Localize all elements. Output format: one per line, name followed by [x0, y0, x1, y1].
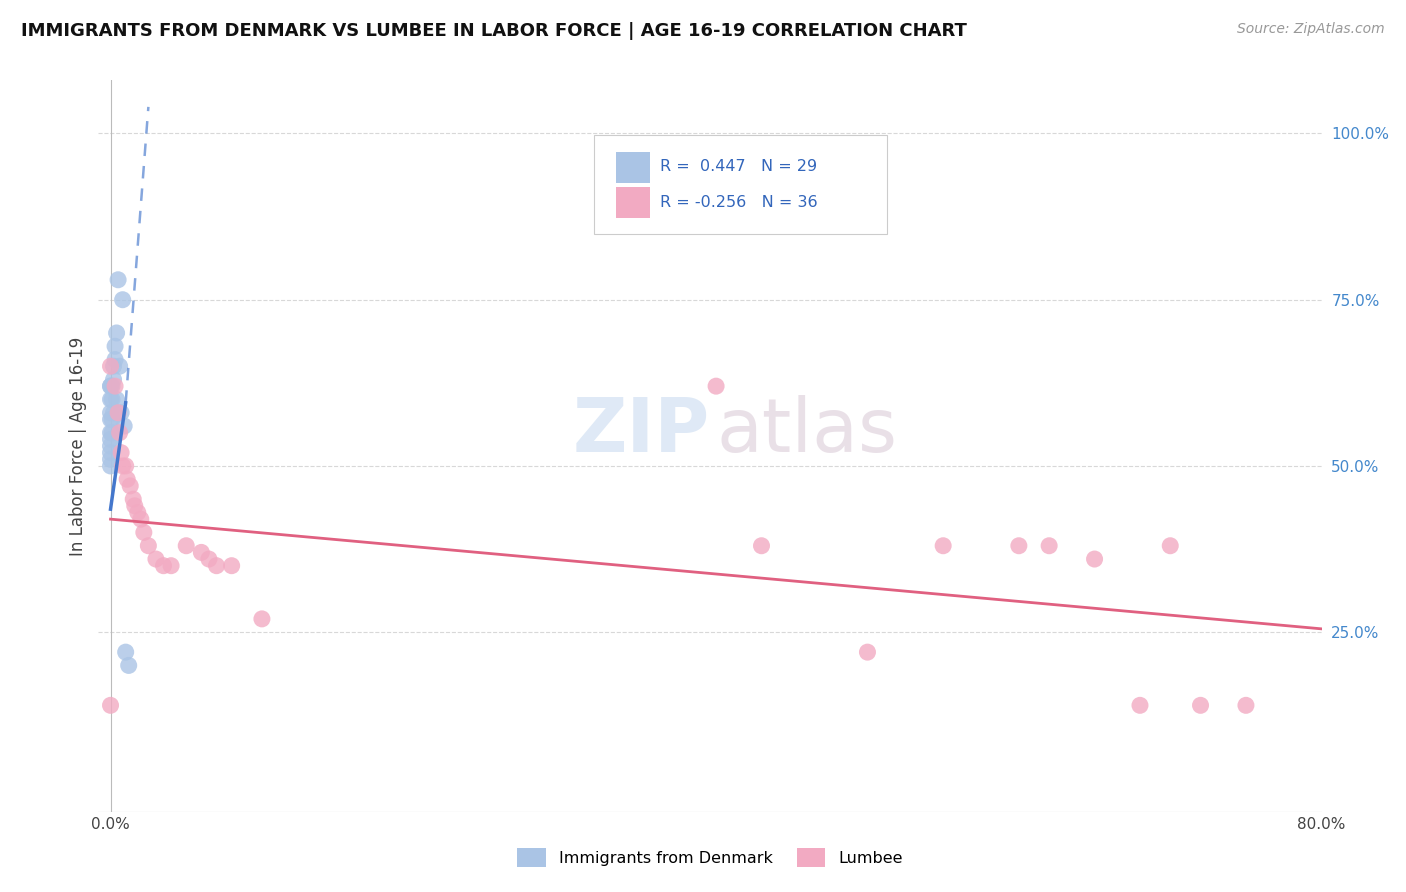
- Point: [1008, 539, 1031, 553]
- Point: [100, 379, 122, 393]
- Point: [122, 492, 145, 507]
- Point: [108, 359, 131, 374]
- Point: [1083, 552, 1105, 566]
- Point: [114, 458, 136, 473]
- Point: [100, 458, 122, 473]
- FancyBboxPatch shape: [593, 136, 887, 234]
- Point: [103, 406, 125, 420]
- Point: [1189, 698, 1212, 713]
- Point: [120, 479, 142, 493]
- Point: [107, 273, 129, 287]
- Point: [111, 293, 134, 307]
- Point: [100, 433, 122, 447]
- Point: [198, 552, 221, 566]
- Point: [115, 472, 138, 486]
- Point: [152, 558, 174, 573]
- Point: [704, 379, 727, 393]
- Point: [856, 645, 879, 659]
- Point: [112, 419, 135, 434]
- Point: [160, 558, 183, 573]
- Point: [118, 658, 141, 673]
- Text: ZIP: ZIP: [572, 395, 710, 468]
- Point: [124, 499, 146, 513]
- Point: [751, 539, 773, 553]
- Bar: [616, 152, 650, 183]
- Point: [932, 539, 955, 553]
- Point: [101, 425, 124, 440]
- Point: [127, 506, 149, 520]
- Point: [174, 539, 197, 553]
- Text: R = -0.256   N = 36: R = -0.256 N = 36: [659, 195, 817, 210]
- Text: Source: ZipAtlas.com: Source: ZipAtlas.com: [1237, 22, 1385, 37]
- Point: [138, 539, 160, 553]
- Legend: Immigrants from Denmark, Lumbee: Immigrants from Denmark, Lumbee: [510, 842, 910, 873]
- Text: R =  0.447   N = 29: R = 0.447 N = 29: [659, 159, 817, 174]
- Point: [105, 326, 128, 340]
- Point: [1234, 698, 1257, 713]
- Point: [100, 406, 122, 420]
- Point: [114, 645, 136, 659]
- Point: [1129, 698, 1152, 713]
- Bar: [616, 187, 650, 218]
- Point: [103, 372, 125, 386]
- Point: [101, 392, 124, 407]
- Point: [110, 445, 132, 459]
- Point: [145, 552, 167, 566]
- Point: [1159, 539, 1181, 553]
- Point: [100, 445, 122, 459]
- Point: [100, 698, 122, 713]
- Point: [250, 612, 273, 626]
- Text: IMMIGRANTS FROM DENMARK VS LUMBEE IN LABOR FORCE | AGE 16-19 CORRELATION CHART: IMMIGRANTS FROM DENMARK VS LUMBEE IN LAB…: [21, 22, 967, 40]
- Point: [129, 512, 152, 526]
- Point: [100, 439, 122, 453]
- Point: [205, 558, 228, 573]
- Point: [132, 525, 155, 540]
- Point: [221, 558, 243, 573]
- Point: [108, 425, 131, 440]
- Point: [111, 458, 134, 473]
- Point: [190, 545, 212, 559]
- Point: [104, 339, 127, 353]
- Y-axis label: In Labor Force | Age 16-19: In Labor Force | Age 16-19: [69, 336, 87, 556]
- Point: [110, 406, 132, 420]
- Point: [101, 412, 124, 426]
- Point: [103, 359, 125, 374]
- Point: [100, 425, 122, 440]
- Point: [105, 392, 128, 407]
- Point: [1038, 539, 1060, 553]
- Point: [100, 412, 122, 426]
- Point: [107, 406, 129, 420]
- Point: [100, 392, 122, 407]
- Text: atlas: atlas: [716, 395, 897, 468]
- Point: [101, 379, 124, 393]
- Point: [104, 379, 127, 393]
- Point: [104, 352, 127, 367]
- Point: [100, 379, 122, 393]
- Point: [100, 359, 122, 374]
- Point: [100, 452, 122, 467]
